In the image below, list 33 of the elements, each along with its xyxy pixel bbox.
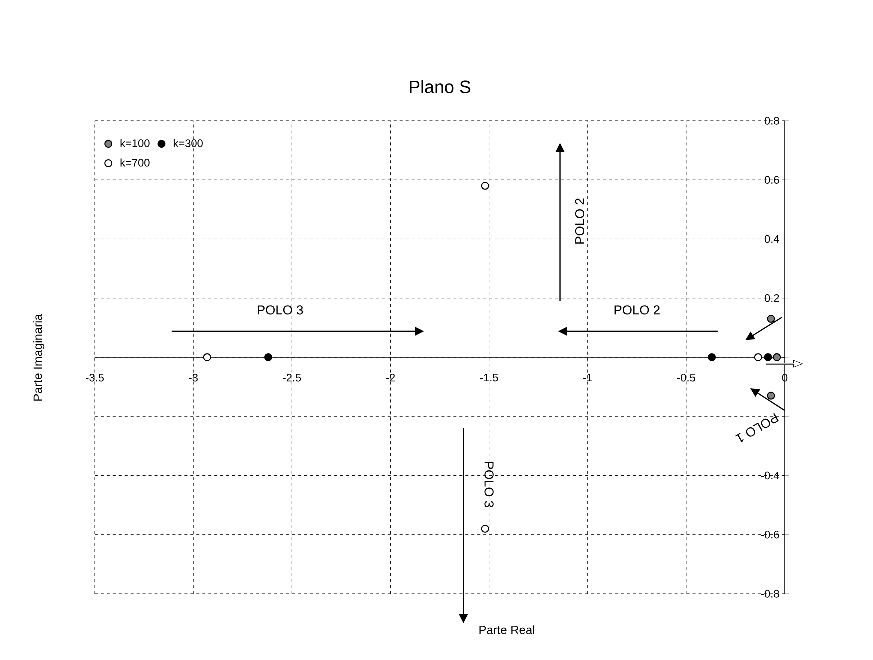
x-tick-label: -1 <box>583 374 592 382</box>
point <box>481 182 490 190</box>
y-tick-label: -0.6 <box>761 530 780 539</box>
annotation: POLO 2 <box>614 306 660 315</box>
y-tick-label: 0.8 <box>764 117 780 125</box>
annotation: POLO 3 <box>258 306 304 315</box>
point <box>203 353 212 362</box>
annotation: POLO 2 <box>575 198 585 244</box>
x-tick-label: -0.5 <box>677 374 696 382</box>
point <box>764 353 772 362</box>
chart-title: Plano S <box>410 80 471 94</box>
y-tick-label: -0.4 <box>761 472 780 480</box>
point <box>767 392 776 400</box>
legend-label: k=300 <box>174 139 203 148</box>
annotation: POLO 3 <box>484 462 494 508</box>
y-tick-label: -0.8 <box>761 590 780 598</box>
y-tick-label: 0.2 <box>764 294 780 302</box>
x-axis-title: Parte Real <box>480 626 534 634</box>
x-tick-label: -3.5 <box>86 374 104 382</box>
legend-label: k=100 <box>120 139 150 148</box>
x-tick-label: -2 <box>386 374 396 382</box>
x-tick-label: -3 <box>189 374 198 382</box>
y-axis-title: Parte Imaginaria <box>33 314 45 401</box>
x-tick-label: -2.5 <box>283 374 302 382</box>
point <box>481 524 490 533</box>
y-tick-label: 0.4 <box>764 235 780 244</box>
x-tick-label: -1.5 <box>480 374 498 382</box>
point <box>264 353 272 362</box>
point <box>767 315 776 324</box>
y-tick-label: 0.6 <box>764 176 780 184</box>
legend-label: k=700 <box>120 158 150 167</box>
point <box>708 353 716 362</box>
point <box>754 353 762 362</box>
